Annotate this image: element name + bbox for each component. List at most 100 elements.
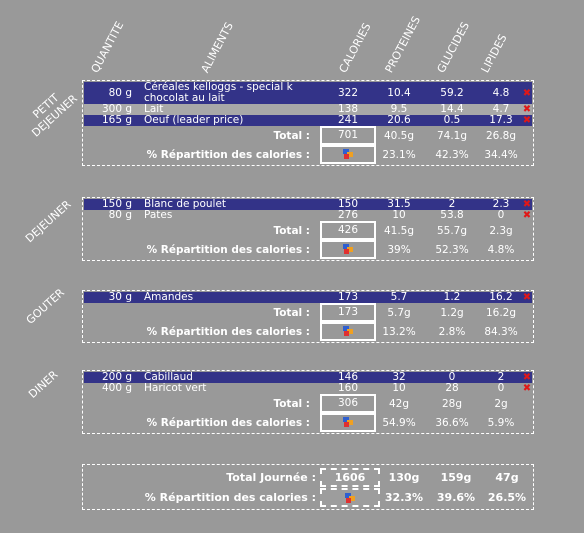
meal-label-line: GOUTER (23, 286, 67, 327)
lipides: 4.8 (492, 86, 510, 99)
proteines: 5.7 (390, 291, 408, 303)
food-row: 300 g Lait 138 9.5 14.4 4.7 ✖ (84, 104, 532, 115)
day-total-row: Total Journée : 1606 130g 159g 47g (84, 467, 532, 487)
column-header: QUANTITE (88, 19, 127, 75)
delete-button[interactable]: ✖ (522, 115, 532, 126)
meal-section: 200 g Cabillaud 146 32 0 2 ✖ 400 g Haricot vert 1… (82, 370, 534, 434)
repartition-label: % Répartition des calories : (146, 243, 310, 256)
chart-icon[interactable] (341, 325, 355, 337)
meal-label: DINER (26, 368, 60, 401)
day-total-lipides: 47g (495, 470, 519, 484)
total-calories: 426 (320, 221, 376, 240)
chart-icon[interactable] (341, 148, 355, 160)
repartition-proteines: 23.1% (382, 148, 416, 161)
glucides: 14.4 (440, 103, 464, 115)
day-total-calories: 1606 (320, 467, 380, 487)
chart-icon[interactable] (341, 416, 355, 428)
food-name: Céréales kelloggs - special k chocolat a… (144, 81, 293, 104)
repartition-row: % Répartition des calories : 23.1% 42.3% 34… (84, 145, 532, 164)
chart-box (320, 145, 376, 164)
delete-button[interactable]: ✖ (522, 292, 532, 303)
calories: 173 (337, 291, 359, 303)
total-proteines: 41.5g (383, 224, 415, 237)
total-proteines: 42g (388, 397, 410, 410)
chart-box (320, 240, 376, 259)
repartition-row: % Répartition des calories : 54.9% 36.6% 5.… (84, 413, 532, 432)
food-row: 165 g Oeuf (leader price) 241 20.6 0.5 17.3 ✖ (84, 115, 532, 126)
food-name: Amandes (144, 291, 194, 303)
column-header: ALIMENTS (198, 20, 236, 75)
delete-button[interactable]: ✖ (522, 87, 532, 99)
total-glucides: 1.2g (440, 306, 464, 319)
meal-label: PETIT DEJEUNER (21, 82, 80, 139)
calories: 138 (337, 103, 359, 115)
glucides: 28 (445, 382, 459, 394)
lipides: 2 (497, 371, 505, 383)
meal-label: DEJEUNER (23, 198, 74, 245)
food-row: 80 g Pates 276 10 53.8 0 ✖ (84, 209, 532, 222)
calories: 322 (337, 86, 359, 99)
day-total-glucides: 159g (440, 470, 472, 484)
calories: 241 (337, 114, 359, 126)
total-proteines: 5.7g (387, 306, 411, 319)
glucides: 0 (448, 371, 456, 383)
repartition-glucides: 42.3% (435, 148, 469, 161)
quantity: 30 g (108, 291, 132, 303)
chart-icon[interactable] (341, 243, 355, 255)
proteines: 31.5 (387, 198, 411, 210)
calories: 276 (337, 209, 359, 221)
proteines: 10 (392, 382, 406, 394)
proteines: 32 (392, 371, 406, 383)
delete-button[interactable]: ✖ (522, 372, 532, 383)
delete-button[interactable]: ✖ (522, 104, 532, 115)
repartition-glucides: 36.6% (435, 416, 469, 429)
food-row: 400 g Haricot vert 160 10 28 0 ✖ (84, 382, 532, 395)
lipides: 17.3 (489, 114, 513, 126)
glucides: 59.2 (440, 86, 464, 99)
meal-section: 30 g Amandes 173 5.7 1.2 16.2 ✖ Total : 173 5.7g 1… (82, 290, 534, 343)
lipides: 16.2 (489, 291, 513, 303)
column-header: GLUCIDES (434, 19, 473, 75)
repartition-label: % Répartition des calories : (146, 325, 310, 338)
delete-button[interactable]: ✖ (522, 210, 532, 221)
repartition-lipides: 34.4% (484, 148, 518, 161)
quantity: 300 g (101, 103, 132, 115)
repartition-glucides: 2.8% (438, 325, 466, 338)
proteines: 10.4 (387, 86, 411, 99)
quantity: 80 g (108, 86, 132, 99)
food-name: Haricot vert (144, 382, 207, 394)
chart-box (320, 413, 376, 432)
total-calories: 306 (320, 394, 376, 413)
delete-button[interactable]: ✖ (522, 199, 532, 210)
meal-section: 150 g Blanc de poulet 150 31.5 2 2.3 ✖ 80 g Pate… (82, 197, 534, 261)
day-repartition-proteines: 32.3% (384, 490, 424, 504)
proteines: 9.5 (390, 103, 408, 115)
total-lipides: 26.8g (485, 129, 517, 142)
chart-icon[interactable] (343, 492, 357, 504)
day-repartition-row: % Répartition des calories : 32.3% 39.6% 26… (84, 487, 532, 507)
glucides: 1.2 (443, 291, 461, 303)
food-row: 150 g Blanc de poulet 150 31.5 2 2.3 ✖ (84, 199, 532, 210)
day-total-proteines: 130g (388, 470, 420, 484)
chart-box (320, 322, 376, 341)
food-name: Blanc de poulet (144, 198, 227, 210)
repartition-proteines: 39% (387, 243, 411, 256)
food-name: Lait (144, 103, 164, 115)
total-glucides: 28g (441, 397, 463, 410)
chart-box (320, 487, 380, 507)
column-header: PROTEINES (382, 14, 424, 75)
total-label: Total : (273, 224, 310, 237)
quantity: 80 g (108, 209, 132, 221)
day-total-label: Total Journée : (226, 470, 316, 484)
total-row: Total : 426 41.5g 55.7g 2.3g (84, 221, 532, 240)
glucides: 0.5 (443, 114, 461, 126)
total-row: Total : 306 42g 28g 2g (84, 394, 532, 413)
glucides: 2 (448, 198, 456, 210)
delete-button[interactable]: ✖ (522, 383, 532, 394)
total-row: Total : 701 40.5g 74.1g 26.8g (84, 126, 532, 145)
total-glucides: 55.7g (436, 224, 468, 237)
quantity: 165 g (101, 114, 132, 126)
lipides: 4.7 (492, 103, 510, 115)
total-label: Total : (273, 306, 310, 319)
